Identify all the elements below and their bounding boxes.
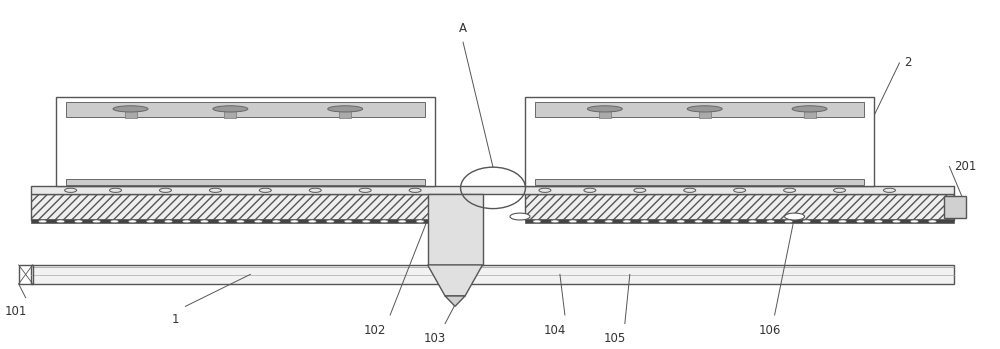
Bar <box>31 265 954 284</box>
Circle shape <box>39 220 47 223</box>
Ellipse shape <box>328 106 363 112</box>
Circle shape <box>344 220 352 223</box>
Circle shape <box>677 220 685 223</box>
Circle shape <box>326 220 334 223</box>
Bar <box>224 109 236 118</box>
Circle shape <box>434 220 442 223</box>
Bar <box>66 179 425 185</box>
Circle shape <box>362 220 370 223</box>
Text: 2: 2 <box>904 56 912 69</box>
Circle shape <box>75 220 83 223</box>
Circle shape <box>928 220 936 223</box>
Circle shape <box>605 220 613 223</box>
Bar <box>31 194 455 220</box>
Ellipse shape <box>792 106 827 112</box>
Circle shape <box>290 220 298 223</box>
Ellipse shape <box>213 106 248 112</box>
Text: 104: 104 <box>544 324 566 336</box>
Circle shape <box>839 220 847 223</box>
Circle shape <box>659 220 667 223</box>
Ellipse shape <box>113 106 148 112</box>
Circle shape <box>695 220 703 223</box>
Bar <box>535 102 864 117</box>
Circle shape <box>551 220 559 223</box>
Ellipse shape <box>587 106 622 112</box>
Bar <box>699 109 711 118</box>
Circle shape <box>587 220 595 223</box>
Circle shape <box>713 220 721 223</box>
Bar <box>599 109 611 118</box>
Circle shape <box>641 220 649 223</box>
Circle shape <box>93 220 101 223</box>
Circle shape <box>218 220 226 223</box>
Bar <box>125 109 137 118</box>
Bar <box>66 102 425 117</box>
Bar <box>339 109 351 118</box>
Bar <box>535 179 864 185</box>
Text: 106: 106 <box>758 324 781 336</box>
Polygon shape <box>445 296 465 306</box>
Text: 101: 101 <box>4 305 27 318</box>
Circle shape <box>510 213 530 220</box>
Circle shape <box>749 220 757 223</box>
Circle shape <box>272 220 280 223</box>
Circle shape <box>857 220 864 223</box>
Bar <box>525 194 954 220</box>
Circle shape <box>533 220 541 223</box>
Text: 103: 103 <box>424 332 446 345</box>
Bar <box>31 219 455 223</box>
Bar <box>944 196 966 218</box>
Ellipse shape <box>687 106 722 112</box>
Text: 201: 201 <box>954 160 977 173</box>
Circle shape <box>892 220 900 223</box>
Circle shape <box>182 220 190 223</box>
Bar <box>31 186 954 194</box>
Polygon shape <box>428 265 483 296</box>
Text: 105: 105 <box>604 332 626 345</box>
Circle shape <box>821 220 829 223</box>
Bar <box>428 194 483 265</box>
Circle shape <box>785 213 805 220</box>
Circle shape <box>254 220 262 223</box>
Circle shape <box>803 220 811 223</box>
Circle shape <box>731 220 739 223</box>
Circle shape <box>380 220 388 223</box>
Circle shape <box>398 220 406 223</box>
Circle shape <box>569 220 577 223</box>
Bar <box>525 219 954 223</box>
Circle shape <box>623 220 631 223</box>
Circle shape <box>416 220 424 223</box>
Bar <box>525 97 874 186</box>
Circle shape <box>910 220 918 223</box>
Text: 1: 1 <box>172 313 179 326</box>
Circle shape <box>57 220 65 223</box>
Circle shape <box>767 220 775 223</box>
Circle shape <box>111 220 119 223</box>
Bar <box>804 109 816 118</box>
Circle shape <box>164 220 172 223</box>
Text: 102: 102 <box>364 324 386 336</box>
Bar <box>19 265 33 284</box>
Circle shape <box>874 220 882 223</box>
Circle shape <box>200 220 208 223</box>
Circle shape <box>146 220 154 223</box>
Text: A: A <box>459 22 467 35</box>
Circle shape <box>129 220 137 223</box>
Circle shape <box>308 220 316 223</box>
Circle shape <box>785 220 793 223</box>
Bar <box>56 97 435 186</box>
Circle shape <box>236 220 244 223</box>
